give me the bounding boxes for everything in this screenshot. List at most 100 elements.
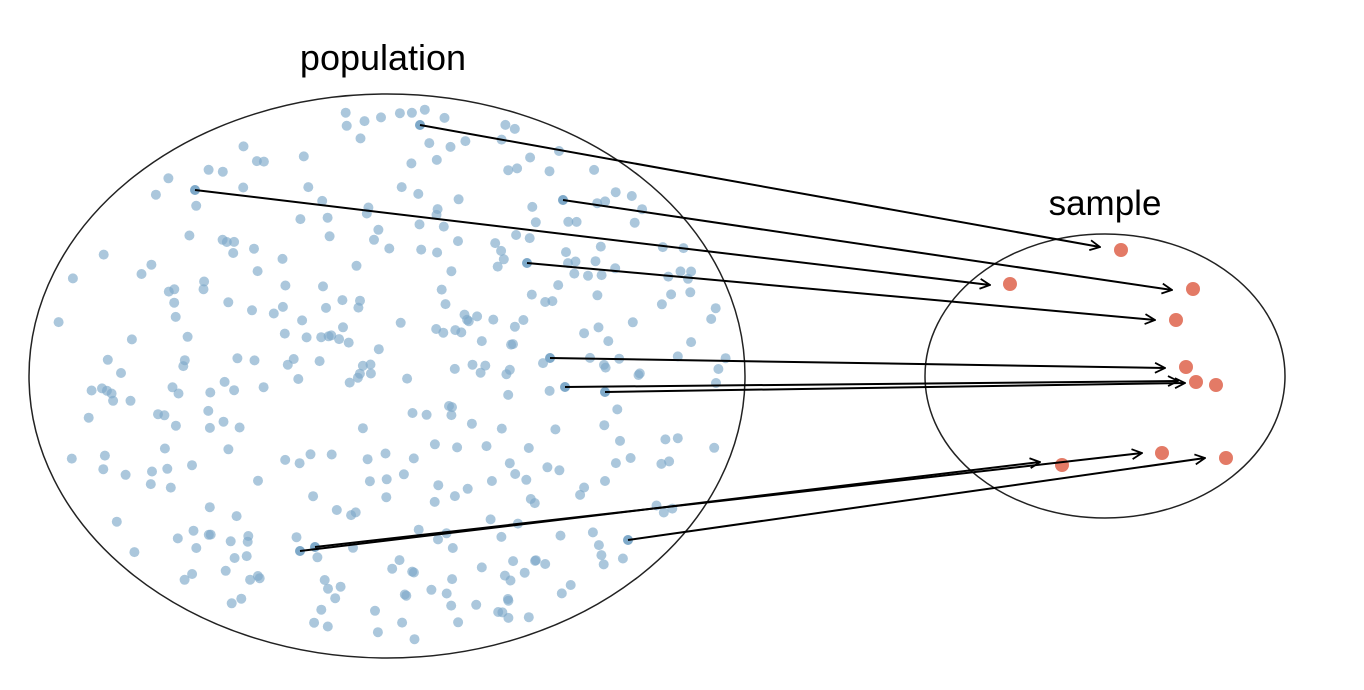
- population-dot: [191, 543, 202, 553]
- population-dot: [446, 266, 457, 277]
- population-dot: [340, 107, 351, 118]
- population-dot: [555, 530, 566, 541]
- population-dot: [512, 163, 523, 174]
- population-dot: [204, 422, 215, 433]
- population-dot: [563, 216, 574, 227]
- population-dot: [249, 355, 260, 366]
- population-dot: [362, 454, 373, 465]
- population-dot: [277, 253, 288, 264]
- population-dot: [544, 385, 555, 396]
- population-dot: [125, 395, 136, 406]
- population-dot: [511, 230, 522, 240]
- population-dot: [496, 245, 507, 256]
- population-dot: [334, 334, 345, 345]
- population-dot: [408, 453, 419, 464]
- population-dot: [599, 420, 610, 431]
- population-dot: [656, 458, 667, 469]
- population-dots: [53, 104, 731, 645]
- population-dot: [373, 224, 384, 235]
- population-dot: [167, 382, 178, 393]
- population-dot: [365, 359, 376, 370]
- population-dot: [453, 617, 464, 628]
- population-dot: [170, 420, 181, 431]
- population-dot: [238, 182, 249, 193]
- population-dot: [277, 301, 288, 312]
- population-dot: [460, 136, 471, 147]
- population-dot: [226, 598, 237, 609]
- population-dot: [506, 339, 517, 350]
- sample-ellipse: [924, 233, 1286, 519]
- population-dot: [331, 505, 342, 515]
- population-dot: [524, 233, 535, 244]
- population-dot: [612, 404, 623, 415]
- population-dot: [238, 141, 249, 152]
- population-dot: [523, 612, 534, 623]
- population-dot: [309, 617, 320, 628]
- population-dot: [98, 464, 109, 475]
- population-dot: [396, 182, 407, 193]
- population-dot: [280, 454, 291, 465]
- population-dot: [408, 567, 419, 578]
- population-dot: [529, 498, 540, 509]
- population-dot: [633, 370, 644, 380]
- population-dot: [519, 567, 530, 578]
- population-dot: [629, 217, 640, 228]
- sample-dot: [1219, 451, 1233, 465]
- population-dot: [481, 441, 492, 452]
- population-dot: [509, 321, 520, 332]
- population-dot: [199, 276, 210, 287]
- population-dot: [518, 315, 529, 325]
- population-dot: [303, 182, 314, 193]
- population-dot: [191, 200, 202, 211]
- population-dot: [658, 507, 669, 518]
- population-dot: [510, 469, 521, 479]
- population-dot: [675, 266, 686, 277]
- population-dot: [395, 317, 406, 328]
- population-dot: [462, 483, 473, 494]
- population-dot: [66, 453, 77, 464]
- population-dot: [129, 547, 140, 558]
- population-dot: [364, 476, 375, 487]
- population-dot: [401, 590, 412, 601]
- population-dot: [184, 230, 195, 241]
- population-dot: [355, 133, 366, 144]
- population-dot: [592, 290, 603, 301]
- population-dot: [598, 559, 609, 570]
- population-dot: [253, 475, 263, 486]
- population-dot: [97, 383, 107, 394]
- population-dot: [523, 443, 534, 453]
- population-dot: [503, 165, 514, 176]
- population-dot: [556, 588, 567, 599]
- population-dot: [499, 570, 510, 581]
- population-dot: [252, 571, 263, 581]
- population-dot: [595, 241, 606, 252]
- arrows: [194, 124, 1205, 552]
- population-dot: [504, 458, 515, 469]
- population-dot: [231, 511, 242, 522]
- population-dot: [672, 433, 683, 444]
- population-dot: [126, 334, 137, 345]
- population-dot: [203, 405, 214, 416]
- population-dot: [225, 536, 236, 547]
- population-dot: [179, 574, 190, 585]
- population-dot: [424, 138, 435, 149]
- population-dot: [165, 482, 176, 493]
- population-dot: [343, 337, 354, 348]
- population-dot: [323, 583, 333, 594]
- population-dot: [381, 474, 392, 485]
- population-dot: [414, 219, 425, 230]
- population-dot: [291, 532, 302, 543]
- population-dot: [280, 280, 291, 291]
- population-dot: [527, 201, 538, 212]
- population-dot: [308, 491, 319, 502]
- population-dot: [553, 280, 564, 291]
- population-dot: [475, 367, 486, 378]
- population-dot: [462, 314, 473, 325]
- arrow: [604, 383, 1185, 393]
- population-dot: [372, 627, 383, 638]
- population-dot: [387, 563, 398, 574]
- population-dot: [429, 439, 440, 450]
- population-dot: [685, 287, 696, 298]
- population-dot: [288, 354, 299, 364]
